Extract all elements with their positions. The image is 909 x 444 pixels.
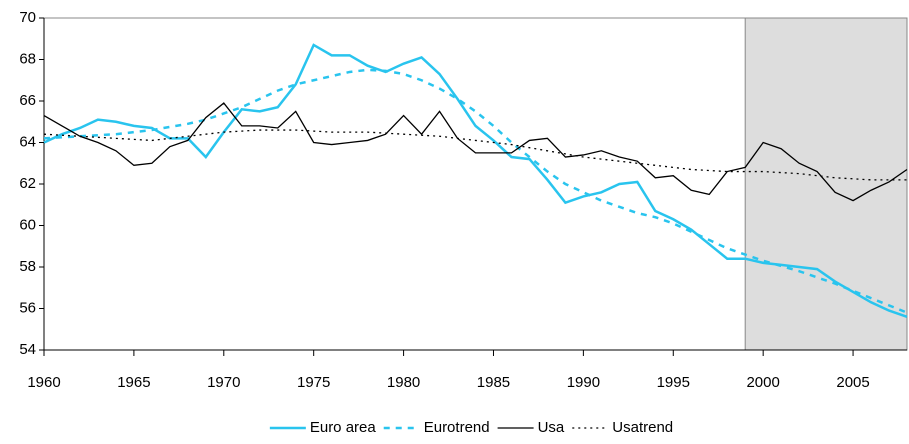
legend-label: Eurotrend (424, 419, 490, 436)
legend-label: Usatrend (612, 419, 673, 436)
y-tick-label: 62 (19, 175, 36, 192)
series-line (43, 68, 908, 314)
x-tick-label: 1965 (117, 374, 150, 391)
legend-label: Usa (538, 419, 565, 436)
y-tick-label: 54 (19, 341, 36, 358)
x-tick-label: 2005 (836, 374, 869, 391)
y-tick-label: 58 (19, 258, 36, 275)
legend: Euro area Eurotrend Usa Usatrend (269, 419, 673, 436)
y-tick-label: 70 (19, 9, 36, 26)
x-tick-label: 1970 (207, 374, 240, 391)
x-tick-label: 1985 (477, 374, 510, 391)
series-line (43, 43, 908, 318)
legend-label: Euro area (310, 419, 377, 436)
x-tick-label: 1990 (567, 374, 600, 391)
y-tick-label: 66 (19, 92, 36, 109)
series-line (43, 129, 907, 181)
x-tick-label: 1975 (297, 374, 330, 391)
series-line (43, 102, 908, 202)
shaded-region (744, 17, 908, 351)
x-tick-label: 1995 (657, 374, 690, 391)
y-tick-label: 68 (19, 50, 36, 67)
x-tick-label: 1960 (27, 374, 60, 391)
y-tick-label: 56 (19, 299, 36, 316)
x-tick-label: 1980 (387, 374, 420, 391)
y-tick-label: 60 (19, 216, 36, 233)
y-tick-label: 64 (19, 133, 36, 150)
x-tick-label: 2000 (746, 374, 779, 391)
